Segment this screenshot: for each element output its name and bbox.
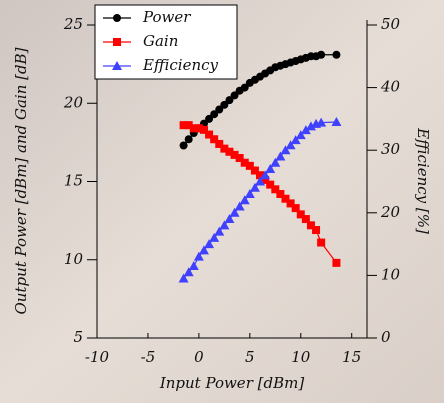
marker (113, 38, 121, 46)
marker (306, 221, 315, 230)
marker (199, 125, 208, 134)
y2-tick-label: 20 (380, 203, 401, 221)
marker (317, 238, 326, 247)
marker (275, 151, 286, 161)
x-tick-label: -10 (85, 348, 110, 366)
marker (193, 251, 204, 261)
marker (244, 189, 255, 199)
marker (291, 204, 300, 213)
y-tick-label: 15 (64, 172, 83, 190)
marker (113, 14, 121, 22)
marker (178, 273, 189, 283)
marker (331, 117, 342, 127)
marker (184, 121, 193, 130)
x-tick-label: -5 (141, 348, 156, 366)
marker (261, 175, 270, 184)
marker (316, 117, 327, 127)
y-tick-label: 5 (73, 328, 83, 346)
marker (295, 130, 306, 140)
legend-label: Gain (143, 32, 178, 50)
marker (230, 91, 239, 100)
y-tick-label: 20 (63, 93, 84, 111)
y2-tick-label: 40 (380, 78, 401, 96)
marker (179, 141, 188, 150)
marker (332, 50, 341, 59)
marker (205, 130, 214, 139)
marker (249, 182, 260, 192)
y2-tick-label: 50 (381, 15, 401, 33)
marker (189, 124, 198, 133)
marker (305, 121, 316, 131)
marker (245, 161, 254, 170)
y-tick-label: 10 (64, 250, 84, 268)
marker (250, 166, 259, 175)
marker (317, 50, 326, 59)
marker (296, 210, 305, 219)
marker (266, 180, 275, 189)
marker (285, 140, 296, 150)
x-tick-label: 10 (291, 348, 311, 366)
marker (220, 100, 229, 109)
y2-tick-label: 0 (381, 328, 391, 346)
marker (271, 185, 280, 194)
marker (194, 124, 203, 133)
marker (270, 157, 281, 167)
marker (209, 232, 220, 242)
marker (205, 114, 214, 123)
marker (276, 190, 285, 199)
marker (229, 207, 240, 217)
x-tick-label: 0 (194, 348, 204, 366)
marker (225, 147, 234, 156)
marker (214, 226, 225, 236)
y2-tick-label: 30 (381, 140, 401, 158)
marker (301, 215, 310, 224)
marker (219, 220, 230, 230)
marker (188, 261, 199, 271)
marker (184, 135, 193, 144)
legend-label: Efficiency (142, 56, 219, 74)
marker (240, 158, 249, 167)
marker (215, 105, 224, 114)
marker (281, 194, 290, 203)
x-axis-label: Input Power [dBm] (159, 374, 305, 392)
marker (290, 135, 301, 145)
y-tick-label: 25 (63, 15, 83, 33)
marker (260, 170, 271, 180)
marker (198, 245, 209, 255)
y2-axis-label: Efficiency [%] (414, 127, 432, 234)
marker (300, 125, 311, 135)
marker (332, 258, 341, 267)
marker (210, 135, 219, 144)
marker (265, 163, 276, 173)
marker (210, 110, 219, 119)
y-axis-label: Output Power [dBm] and Gain [dB] (12, 47, 30, 314)
marker (220, 144, 229, 153)
x-tick-label: 5 (245, 348, 255, 366)
marker (256, 171, 265, 180)
x-tick-label: 15 (342, 348, 361, 366)
marker (204, 239, 215, 249)
marker (112, 61, 122, 70)
marker (280, 145, 291, 155)
marker (224, 214, 235, 224)
y2-tick-label: 10 (381, 265, 401, 283)
marker (179, 121, 188, 130)
marker (235, 154, 244, 163)
marker (225, 96, 234, 105)
marker (215, 139, 224, 148)
legend-label: Power (142, 8, 191, 26)
marker (286, 199, 295, 208)
marker (239, 195, 250, 205)
marker (240, 83, 249, 92)
marker (255, 176, 266, 186)
marker (312, 226, 321, 235)
marker (234, 201, 245, 211)
marker (230, 150, 239, 159)
marker (183, 267, 194, 277)
